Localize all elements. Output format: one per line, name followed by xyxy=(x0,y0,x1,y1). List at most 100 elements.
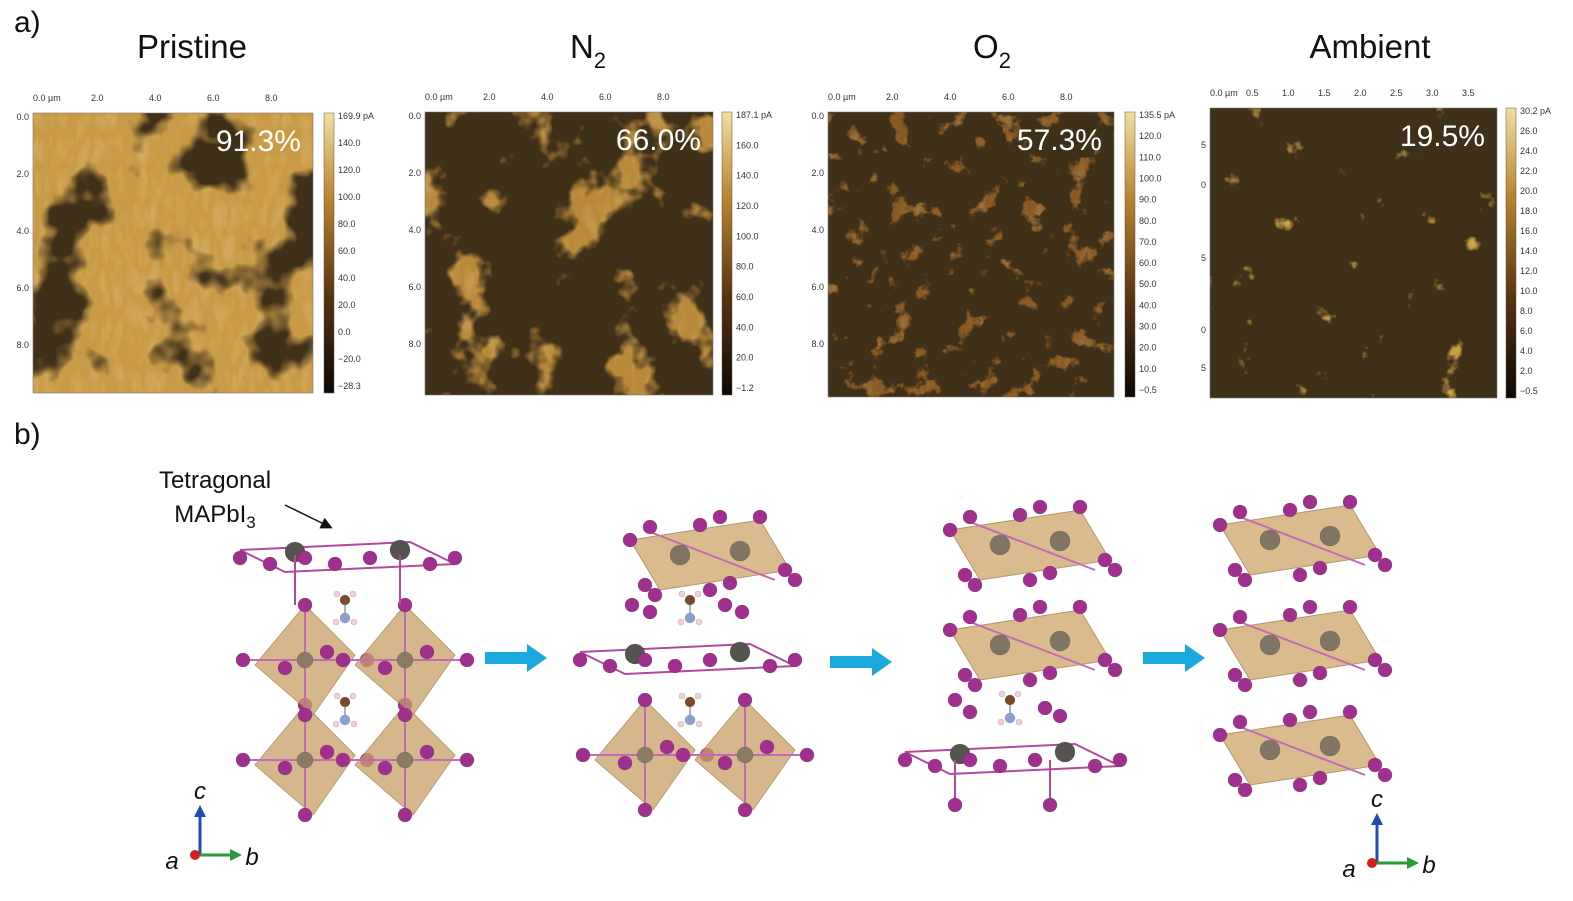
image-frame xyxy=(1209,107,1498,399)
atom xyxy=(684,696,696,708)
atom xyxy=(637,577,653,593)
atom xyxy=(712,509,728,525)
colorbar-label: 26.0 xyxy=(1520,126,1538,136)
colorbar-label: −28.3 xyxy=(338,381,361,391)
colorbar-label: 120.0 xyxy=(338,165,361,175)
atom xyxy=(617,755,633,771)
atom xyxy=(1052,708,1068,724)
atom xyxy=(602,658,618,674)
atom xyxy=(678,590,686,598)
atom xyxy=(1049,630,1071,652)
atom xyxy=(1107,662,1123,678)
x-tick-label: 2.0 xyxy=(886,92,899,102)
atom xyxy=(1292,777,1308,793)
x-tick-label: 2.0 xyxy=(91,93,104,103)
atom xyxy=(677,720,685,728)
atom xyxy=(684,714,696,726)
axis-label: b xyxy=(1422,852,1435,879)
atom xyxy=(1302,704,1318,720)
y-tick-label: 8.0 xyxy=(408,339,421,349)
atom xyxy=(1377,767,1393,783)
atom xyxy=(235,652,251,668)
colorbar-label: 100.0 xyxy=(736,231,759,241)
atom xyxy=(1054,741,1076,763)
x-tick-label: 1.0 xyxy=(1282,88,1295,98)
atom xyxy=(695,720,703,728)
colorbar-label: 80.0 xyxy=(1139,216,1157,226)
colorbar-label: 140.0 xyxy=(736,171,759,181)
atom xyxy=(339,594,351,606)
coverage-percent: 57.3% xyxy=(1017,124,1102,157)
colorbar-label: 60.0 xyxy=(1139,258,1157,268)
atom xyxy=(232,550,248,566)
atom xyxy=(736,746,754,764)
atom xyxy=(1212,622,1228,638)
x-tick-label: 4.0 xyxy=(944,92,957,102)
colorbar-label: 40.0 xyxy=(1139,300,1157,310)
colorbar-label: 135.5 pA xyxy=(1139,110,1175,120)
colorbar-label: 20.0 xyxy=(1520,186,1538,196)
atom xyxy=(319,744,335,760)
pointer-arrow xyxy=(284,504,333,529)
y-tick-label: 0 xyxy=(1201,180,1206,190)
atom xyxy=(1367,757,1383,773)
atom xyxy=(339,612,351,624)
x-tick-label: 2.0 xyxy=(1354,88,1367,98)
title-text: O xyxy=(973,28,999,65)
colorbar-label: −0.5 xyxy=(1520,386,1538,396)
atom xyxy=(377,760,393,776)
atom xyxy=(624,597,640,613)
panel-title: Ambient xyxy=(1309,28,1430,65)
colorbar-label: 160.0 xyxy=(736,140,759,150)
atom xyxy=(659,739,675,755)
atom xyxy=(362,550,378,566)
atom xyxy=(1232,504,1248,520)
x-tick-label: 1.5 xyxy=(1318,88,1331,98)
axis-label: c xyxy=(194,778,206,805)
colorbar-label: 24.0 xyxy=(1520,146,1538,156)
c-axis-head xyxy=(1371,813,1383,825)
x-tick-label: 6.0 xyxy=(207,93,220,103)
colorbar-label: 70.0 xyxy=(1139,237,1157,247)
atom xyxy=(1312,665,1328,681)
colorbar-label: 50.0 xyxy=(1139,279,1157,289)
title-text: Pristine xyxy=(137,28,247,65)
atom xyxy=(1237,572,1253,588)
x-tick-label: 0.0 µm xyxy=(425,92,453,102)
panel-title: O2 xyxy=(973,28,1011,73)
atom xyxy=(1302,494,1318,510)
colorbar xyxy=(1505,107,1517,399)
bond xyxy=(964,519,1096,571)
bond xyxy=(964,619,1096,671)
atom xyxy=(942,622,958,638)
y-tick-label: 6.0 xyxy=(16,283,29,293)
atom xyxy=(997,718,1005,726)
atom xyxy=(684,594,696,606)
atom xyxy=(787,572,803,588)
atom xyxy=(1032,599,1048,615)
atom xyxy=(1232,609,1248,625)
atom xyxy=(1342,704,1358,720)
atom xyxy=(1227,772,1243,788)
colorbar-label: 187.1 pA xyxy=(736,110,772,120)
x-tick-label: 2.0 xyxy=(483,92,496,102)
transition-arrow xyxy=(485,644,547,672)
a-axis xyxy=(1367,858,1377,868)
atom xyxy=(1042,797,1058,813)
atom xyxy=(942,522,958,538)
atom xyxy=(332,720,340,728)
colorbar-label: 2.0 xyxy=(1520,366,1533,376)
y-tick-label: 0.0 xyxy=(811,111,824,121)
x-tick-label: 0.5 xyxy=(1246,88,1259,98)
atom xyxy=(1014,690,1022,698)
atom xyxy=(297,597,313,613)
atom xyxy=(642,519,658,535)
atom xyxy=(694,692,702,700)
afm-dark xyxy=(33,113,313,393)
atom xyxy=(350,720,358,728)
colorbar-label: 60.0 xyxy=(338,246,356,256)
atom xyxy=(637,692,653,708)
colorbar-label: 12.0 xyxy=(1520,266,1538,276)
atom xyxy=(297,807,313,823)
atom xyxy=(729,641,751,663)
